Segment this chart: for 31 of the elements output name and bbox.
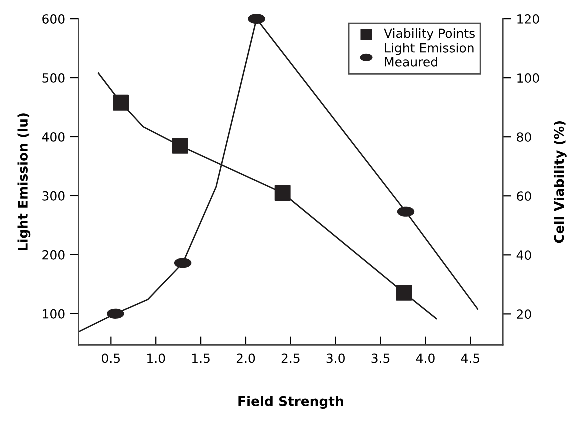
y2-tick-label: 100 — [518, 74, 540, 83]
y2-tick-label: 120 — [518, 14, 540, 24]
y-tick-label: 300 — [42, 191, 65, 201]
y-tick-label: 400 — [42, 132, 65, 142]
y2-tick-label: 80 — [517, 132, 532, 142]
legend-label: Light Emission Meaured — [385, 43, 474, 67]
x-tick-label: 3.5 — [372, 354, 390, 364]
y-tick-label: 600 — [42, 14, 65, 24]
legend-label: Viability Points — [384, 28, 475, 41]
x-tick-label: 2.5 — [282, 354, 300, 364]
line-series — [98, 72, 438, 320]
y2-tick-label: 20 — [517, 310, 532, 320]
point — [172, 138, 188, 154]
x-axis-title: Field Strength — [238, 396, 344, 410]
y-tick-label: 200 — [42, 250, 65, 260]
y-tick-label: 100 — [43, 309, 65, 319]
x-tick-label: 0.5 — [102, 354, 120, 364]
x-tick-label: 4.5 — [461, 354, 480, 364]
y-axis-title: Light Emission (lu) — [18, 114, 31, 250]
x-tick-label: 3.0 — [326, 354, 345, 364]
point — [274, 185, 291, 202]
point — [396, 284, 412, 301]
x-tick-label: 2.0 — [236, 354, 256, 364]
y2-axis-title: Cell Viability (%) — [554, 122, 567, 244]
x-tick-label: 1.5 — [192, 354, 210, 364]
y2-tick-label: 60 — [517, 192, 532, 202]
x-tick-label: 1.0 — [148, 354, 166, 364]
x-tick-label: 4.0 — [416, 354, 435, 364]
y-tick-label: 500 — [42, 73, 65, 83]
y2-tick-label: 40 — [516, 250, 532, 260]
point — [113, 94, 130, 111]
